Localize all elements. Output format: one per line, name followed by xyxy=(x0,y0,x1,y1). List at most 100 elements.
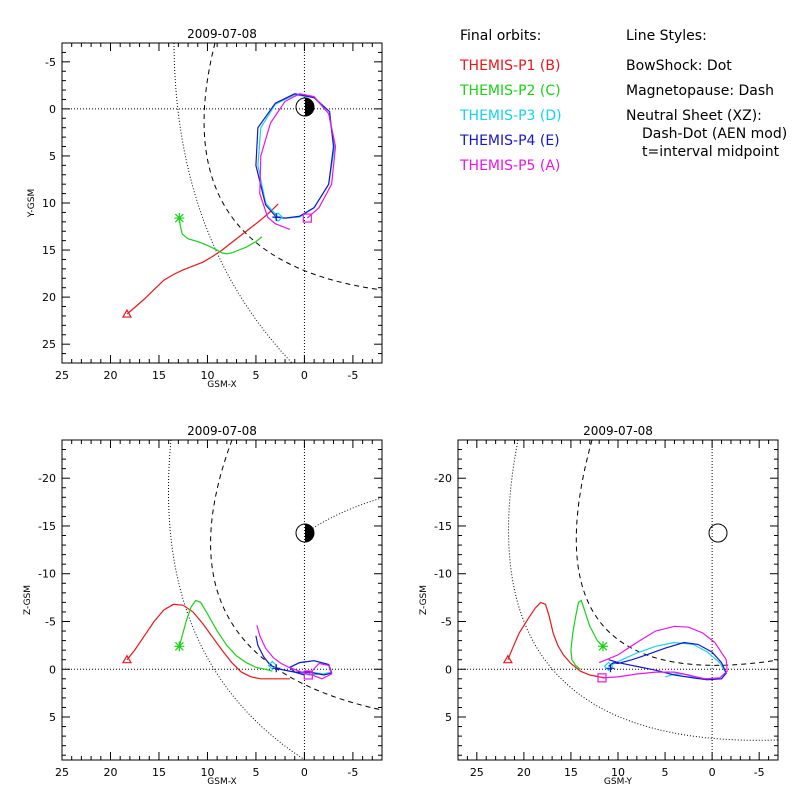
x-tick-label: 20 xyxy=(103,369,117,382)
panel-xy-marker-triangle xyxy=(121,308,133,318)
legend-probe-1: THEMIS-P1 (B) xyxy=(459,58,560,74)
panel-xz-title: 2009-07-08 xyxy=(187,424,257,438)
panel-yz: 2009-07-08 GSM-Y Z-GSM 25 20 15 10 5 0 -5 5 0 -5 -… xyxy=(419,424,779,787)
legend-probe-2: THEMIS-P2 (C) xyxy=(459,83,561,99)
legend-orbits-title: Final orbits: xyxy=(460,28,541,44)
panel-xz-orbit-0 xyxy=(126,603,290,680)
magnetopause-curve-xy xyxy=(203,43,382,291)
x-tick-label: -5 xyxy=(754,766,765,779)
y-tick-label: 0 xyxy=(49,663,56,676)
y-tick-label: -15 xyxy=(434,520,452,533)
x-tick-label: 0 xyxy=(709,766,716,779)
y-tick-label: -5 xyxy=(441,615,452,628)
panel-yz-boundaries xyxy=(508,440,778,741)
legend-style-bowshock: BowShock: Dot xyxy=(626,58,732,74)
y-tick-label: -5 xyxy=(45,615,56,628)
y-tick-label: -20 xyxy=(434,472,452,485)
panel-yz-orbit-1 xyxy=(570,599,604,670)
x-tick-label: 10 xyxy=(611,766,625,779)
panel-yz-title: 2009-07-08 xyxy=(583,424,653,438)
legend-probe-3: THEMIS-P3 (D) xyxy=(459,108,562,124)
panel-xz-orbit-4 xyxy=(256,625,333,680)
panel-xy-marker-diamond xyxy=(273,212,284,222)
panel-xz-ylabel: Z-GSM xyxy=(23,585,33,615)
legend-style-neutral-sheet: Neutral Sheet (XZ): xyxy=(626,108,762,124)
x-tick-label: 10 xyxy=(200,766,214,779)
panel-xz-boundaries xyxy=(168,440,382,760)
x-tick-label: -5 xyxy=(347,369,358,382)
panel-yz-xlabel: GSM-Y xyxy=(604,777,633,787)
panel-xy-earth xyxy=(295,97,315,117)
panel-xy-marker-plus xyxy=(272,213,281,222)
panel-xz-orbit-1 xyxy=(178,599,273,672)
panel-xy-orbit-3 xyxy=(255,93,335,219)
y-tick-label: 0 xyxy=(445,663,452,676)
earth-night-side-icon xyxy=(305,524,314,542)
x-tick-label: 5 xyxy=(252,766,259,779)
panel-xz-orbit-3 xyxy=(255,635,333,676)
panel-xy: 2009-07-08 GSM-X Y-GSM 25 20 15 10 5 0 -5 -5 0 5 1… xyxy=(27,27,383,390)
legend: Final orbits: THEMIS-P1 (B) THEMIS-P2 (C)… xyxy=(459,28,787,174)
y-tick-label: 5 xyxy=(445,711,452,724)
panel-xz-earth xyxy=(295,523,315,543)
bowshock-curve-yz xyxy=(508,440,778,741)
x-tick-label: 10 xyxy=(200,369,214,382)
panel-xy-orbit-4 xyxy=(259,93,337,230)
panel-yz-marker-diamond xyxy=(603,661,614,672)
panel-xz-marker-asterisk xyxy=(174,641,185,652)
panel-yz-orbit-4 xyxy=(598,625,728,680)
x-tick-label: 25 xyxy=(55,766,69,779)
y-tick-label: -10 xyxy=(434,568,452,581)
legend-probe-5: THEMIS-P5 (A) xyxy=(459,158,560,174)
y-tick-label: 5 xyxy=(49,711,56,724)
panel-xy-ylabel: Y-GSM xyxy=(27,189,37,218)
x-tick-label: 25 xyxy=(470,766,484,779)
bowshock-curve-xz xyxy=(168,440,306,760)
legend-styles-title: Line Styles: xyxy=(626,28,707,44)
earth-icon xyxy=(708,523,728,543)
panel-yz-marker-asterisk xyxy=(597,641,608,652)
x-tick-label: 0 xyxy=(301,369,308,382)
panel-xy-marker-asterisk xyxy=(174,213,185,224)
y-tick-label: 15 xyxy=(42,244,56,257)
panel-xy-orbit-0 xyxy=(126,203,279,315)
x-tick-label: 15 xyxy=(152,369,166,382)
panel-xz: 2009-07-08 GSM-X Z-GSM 25 20 15 10 5 0 -5 5 0 -5 -… xyxy=(23,424,383,787)
neutral-sheet-curve-xz xyxy=(304,497,382,534)
panel-xy-xlabel: GSM-X xyxy=(207,380,236,390)
y-tick-label: -15 xyxy=(38,520,56,533)
panel-xz-xlabel: GSM-X xyxy=(207,777,236,787)
panel-xy-orbit-1 xyxy=(178,218,263,255)
panel-xz-marker-diamond xyxy=(267,660,278,671)
legend-style-magnetopause: Magnetopause: Dash xyxy=(626,83,774,99)
panel-yz-frame xyxy=(457,439,779,761)
y-tick-label: 0 xyxy=(49,103,56,116)
y-tick-label: -10 xyxy=(38,568,56,581)
x-tick-label: 0 xyxy=(301,766,308,779)
legend-style-dash-dot: Dash-Dot (AEN mod) xyxy=(642,126,787,142)
panel-xz-marker-square xyxy=(303,670,313,680)
panel-yz-orbit-3 xyxy=(608,641,727,681)
x-tick-label: 20 xyxy=(103,766,117,779)
panel-xz-marker-triangle xyxy=(121,654,133,664)
panel-yz-marker-plus xyxy=(606,664,615,673)
bowshock-curve-xy xyxy=(173,43,293,363)
legend-style-interval: t=interval midpoint xyxy=(642,144,780,160)
legend-probe-4: THEMIS-P4 (E) xyxy=(459,133,560,149)
panel-xy-title: 2009-07-08 xyxy=(187,27,257,41)
y-tick-label: -20 xyxy=(38,472,56,485)
x-tick-label: 5 xyxy=(662,766,669,779)
x-tick-label: 5 xyxy=(252,369,259,382)
panel-yz-orbit-0 xyxy=(507,601,607,679)
panel-xy-boundaries xyxy=(173,43,382,363)
panel-xz-marker-plus xyxy=(272,664,281,673)
panel-yz-ylabel: Z-GSM xyxy=(419,585,429,615)
x-tick-label: 15 xyxy=(564,766,578,779)
panel-yz-marker-square xyxy=(597,673,607,683)
y-tick-label: 5 xyxy=(49,150,56,163)
x-tick-label: 20 xyxy=(517,766,531,779)
y-tick-label: 25 xyxy=(42,338,56,351)
panel-xz-frame xyxy=(61,439,383,761)
earth-night-side-icon xyxy=(305,98,314,116)
